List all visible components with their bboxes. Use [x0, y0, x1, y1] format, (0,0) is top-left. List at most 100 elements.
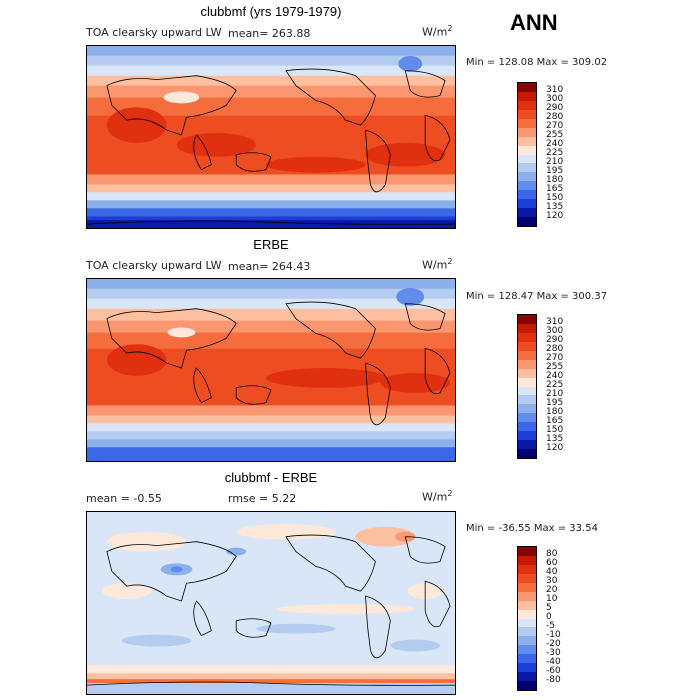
cbar-tick: -10: [546, 630, 561, 640]
colorbar-swatch: [518, 323, 536, 333]
colorbar-swatch: [518, 127, 536, 137]
cbar-tick: 225: [546, 148, 564, 158]
panel1-minmax: Min = 128.08 Max = 309.02: [466, 57, 608, 68]
colorbar-swatch: [518, 217, 536, 226]
cbar-tick: 5: [546, 603, 552, 613]
colorbar-swatch: [518, 118, 536, 128]
cbar-tick: 290: [546, 103, 564, 113]
season-label: ANN: [510, 10, 558, 35]
cbar-tick: 225: [546, 380, 564, 390]
panel2-colorbar-labels: 310 300 290 280 270 255 240 225 210 195 …: [546, 314, 586, 459]
panel1-units: W/m2: [422, 24, 453, 39]
colorbar-swatch: [518, 663, 536, 673]
cbar-tick: 120: [546, 443, 564, 453]
colorbar-swatch: [518, 618, 536, 628]
cbar-tick: 280: [546, 344, 564, 354]
colorbar-swatch: [518, 350, 536, 360]
panel2-minmax: Min = 128.47 Max = 300.37: [466, 291, 608, 302]
cbar-tick: -5: [546, 621, 555, 631]
colorbar-swatch: [518, 449, 536, 458]
colorbar-swatch: [518, 654, 536, 664]
panel2-field-label: TOA clearsky upward LW: [86, 259, 222, 272]
colorbar-swatch: [518, 109, 536, 119]
cbar-tick: 255: [546, 130, 564, 140]
panel1-colorbar-labels: 310 300 290 280 270 255 240 225 210 195 …: [546, 82, 586, 227]
panel3-mean: mean = -0.55: [86, 492, 162, 505]
colorbar-swatch: [518, 555, 536, 565]
colorbar-swatch: [518, 609, 536, 619]
panel2-units: W/m2: [422, 257, 453, 272]
cbar-tick: 255: [546, 362, 564, 372]
cbar-tick: 150: [546, 193, 564, 203]
cbar-tick: 80: [546, 549, 558, 559]
colorbar-swatch: [518, 83, 536, 92]
colorbar-swatch: [518, 582, 536, 592]
cbar-tick: 280: [546, 112, 564, 122]
panel1-title: clubbmf (yrs 1979-1979): [200, 4, 342, 19]
cbar-tick: 60: [546, 558, 558, 568]
panel3-colorbar-labels: 80 60 40 30 20 10 5 0 -5 -10 -20 -30 -40…: [546, 546, 586, 691]
panel3-colorbar: [517, 546, 537, 691]
colorbar-swatch: [518, 681, 536, 690]
colorbar-swatch: [518, 100, 536, 110]
panel2-mean: mean= 264.43: [228, 260, 311, 273]
colorbar-swatch: [518, 163, 536, 173]
colorbar-swatch: [518, 332, 536, 342]
colorbar-swatch: [518, 591, 536, 601]
colorbar-swatch: [518, 413, 536, 423]
panel1-mean: mean= 263.88: [228, 27, 311, 40]
cbar-tick: 10: [546, 594, 558, 604]
cbar-tick: 240: [546, 139, 564, 149]
panel1-map: [86, 45, 456, 229]
colorbar-swatch: [518, 636, 536, 646]
colorbar-swatch: [518, 422, 536, 432]
colorbar-swatch: [518, 315, 536, 324]
cbar-tick: 30: [546, 576, 558, 586]
panel3-map: [86, 511, 456, 695]
colorbar-swatch: [518, 627, 536, 637]
cbar-tick: -60: [546, 666, 561, 676]
cbar-tick: 180: [546, 175, 564, 185]
panel3-units: W/m2: [422, 489, 453, 504]
colorbar-swatch: [518, 145, 536, 155]
colorbar-swatch: [518, 600, 536, 610]
colorbar-swatch: [518, 672, 536, 682]
cbar-tick: -80: [546, 675, 561, 685]
colorbar-swatch: [518, 431, 536, 441]
cbar-tick: 195: [546, 398, 564, 408]
cbar-tick: 270: [546, 121, 564, 131]
colorbar-swatch: [518, 440, 536, 450]
colorbar-swatch: [518, 368, 536, 378]
cbar-tick: 300: [546, 94, 564, 104]
colorbar-swatch: [518, 377, 536, 387]
colorbar-swatch: [518, 91, 536, 101]
colorbar-swatch: [518, 573, 536, 583]
colorbar-swatch: [518, 547, 536, 556]
colorbar-swatch: [518, 359, 536, 369]
cbar-tick: 270: [546, 353, 564, 363]
colorbar-swatch: [518, 181, 536, 191]
cbar-tick: 165: [546, 416, 564, 426]
cbar-tick: 40: [546, 567, 558, 577]
cbar-tick: 210: [546, 389, 564, 399]
colorbar-swatch: [518, 172, 536, 182]
colorbar-swatch: [518, 404, 536, 414]
colorbar-swatch: [518, 154, 536, 164]
panel3-title: clubbmf - ERBE: [224, 470, 318, 485]
colorbar-swatch: [518, 208, 536, 218]
colorbar-swatch: [518, 190, 536, 200]
panel2-map: [86, 278, 456, 462]
colorbar-swatch: [518, 341, 536, 351]
cbar-tick: 180: [546, 407, 564, 417]
cbar-tick: 300: [546, 326, 564, 336]
colorbar-swatch: [518, 386, 536, 396]
cbar-tick: 290: [546, 335, 564, 345]
panel2-colorbar: [517, 314, 537, 459]
cbar-tick: 310: [546, 85, 564, 95]
cbar-tick: 310: [546, 317, 564, 327]
cbar-tick: 20: [546, 585, 558, 595]
cbar-tick: -30: [546, 648, 561, 658]
cbar-tick: 210: [546, 157, 564, 167]
panel2-title: ERBE: [253, 237, 289, 252]
cbar-tick: 0: [546, 612, 552, 622]
